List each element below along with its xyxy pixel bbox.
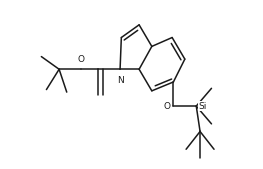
- Text: N: N: [117, 76, 123, 85]
- Text: O: O: [77, 55, 84, 64]
- Text: Si: Si: [199, 102, 207, 111]
- Text: O: O: [164, 102, 171, 111]
